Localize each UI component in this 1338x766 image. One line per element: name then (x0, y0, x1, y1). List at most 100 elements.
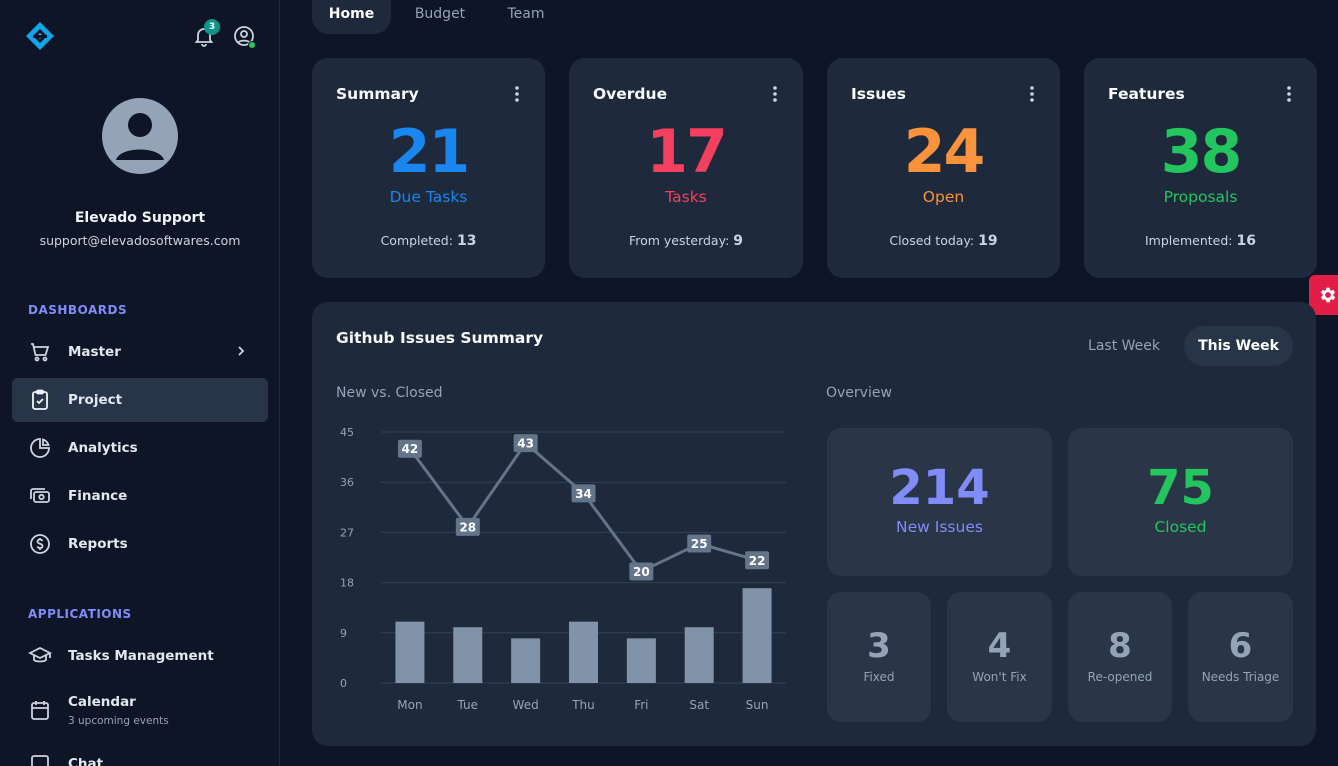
calendar-icon (31, 701, 49, 720)
chevron-right-icon (238, 346, 245, 356)
y-tick-label: 27 (340, 526, 354, 539)
card-footer-label: Implemented: (1145, 233, 1233, 248)
user-circle-icon[interactable] (232, 24, 256, 48)
bar (626, 638, 656, 683)
this-week-button[interactable]: This Week (1184, 326, 1293, 366)
x-tick-label: Fri (634, 698, 648, 712)
card-title: Features (1108, 85, 1185, 103)
data-label: 28 (459, 520, 476, 534)
section-title-dashboards: DASHBOARDS (28, 303, 128, 317)
more-vertical-icon[interactable] (1287, 86, 1291, 102)
data-label-box (687, 534, 712, 553)
overview-label: Fixed (863, 670, 895, 684)
card-label: Proposals (1163, 188, 1238, 206)
card-footer: Implemented: 16 (1084, 233, 1317, 249)
sidebar-item-analytics[interactable]: Analytics (12, 426, 268, 470)
card-footer-value: 19 (978, 233, 998, 249)
notification-badge: 3 (204, 19, 220, 35)
tab-home[interactable]: Home (312, 0, 391, 34)
overdue-card: Overdue 17 Tasks From yesterday: 9 (569, 58, 803, 278)
dollar-circle-icon (30, 534, 50, 554)
x-tick-label: Sun (746, 698, 769, 712)
sidebar-item-label: Chat (68, 756, 104, 766)
bar (569, 621, 598, 683)
user-name: Elevado Support (74, 210, 206, 226)
y-tick-label: 36 (340, 476, 354, 489)
data-label: 43 (517, 437, 534, 451)
chart-title: New vs. Closed (336, 385, 443, 401)
sidebar-item-finance[interactable]: Finance (12, 474, 268, 518)
data-label-box (629, 562, 654, 581)
x-tick-label: Mon (397, 698, 422, 712)
clipboard-check-icon (32, 389, 48, 410)
github-issues-panel: Github Issues Summary Last Week This Wee… (312, 302, 1316, 746)
bar (511, 638, 541, 683)
card-footer-value: 16 (1236, 233, 1256, 249)
sidebar-item-label: Calendar (68, 694, 136, 710)
overview-label: New Issues (896, 518, 983, 536)
sidebar-item-label: Finance (68, 488, 128, 504)
graduation-cap-icon (28, 646, 52, 663)
new-vs-closed-chart: 0 9 18 27 36 45 Mon Tue Wed Thu Fri Sat Sun 42 28 43 34 2… (340, 426, 786, 712)
overview-label: Re-opened (1087, 670, 1153, 684)
avatar[interactable] (102, 98, 178, 174)
settings-button[interactable] (1309, 275, 1338, 315)
y-tick-label: 45 (340, 426, 354, 439)
cash-icon (30, 488, 50, 503)
more-vertical-icon[interactable] (515, 86, 519, 102)
overview-wont-fix: 4 Won't Fix (947, 592, 1052, 722)
sidebar-item-calendar[interactable]: Calendar 3 upcoming events (12, 680, 268, 727)
sidebar-item-label: Reports (68, 536, 128, 552)
x-tick-label: Tue (457, 698, 479, 712)
overview-value: 4 (987, 626, 1012, 666)
overview-value: 8 (1108, 626, 1132, 666)
card-label: Due Tasks (389, 188, 468, 206)
card-label: Open (922, 188, 965, 206)
overview-fixed: 3 Fixed (827, 592, 931, 722)
gear-icon (1320, 287, 1336, 303)
card-value: 17 (646, 117, 728, 187)
tab-budget[interactable]: Budget (414, 6, 466, 22)
more-vertical-icon[interactable] (1030, 86, 1034, 102)
sidebar-item-project[interactable]: Project (12, 378, 268, 422)
card-footer-value: 9 (733, 233, 744, 249)
x-tick-label: Wed (513, 698, 539, 712)
sidebar-item-chat[interactable]: Chat (12, 740, 268, 766)
data-label-box (571, 484, 596, 503)
data-label: 20 (633, 565, 650, 579)
features-card: Features 38 Proposals Implemented: 16 (1084, 58, 1317, 278)
sidebar-item-tasks-management[interactable]: Tasks Management (12, 634, 268, 678)
card-footer-label: Completed: (380, 233, 453, 248)
card-value: 38 (1160, 117, 1243, 187)
data-label-box (513, 434, 538, 453)
more-vertical-icon[interactable] (773, 86, 777, 102)
sidebar-item-reports[interactable]: Reports (12, 522, 268, 566)
sidebar: 3 Elevado Support support@elevadosoftwar… (0, 0, 280, 766)
section-title-applications: APPLICATIONS (28, 607, 132, 621)
chat-icon (31, 755, 49, 766)
card-title: Issues (851, 85, 906, 103)
overview-needs-triage: 6 Needs Triage (1188, 592, 1293, 722)
bar (395, 621, 425, 683)
tab-team[interactable]: Team (507, 6, 545, 22)
overview-value: 6 (1228, 626, 1253, 666)
overview-label: Closed (1154, 518, 1207, 536)
overview-label: Needs Triage (1201, 670, 1280, 684)
data-label: 42 (402, 442, 419, 456)
user-avatar-icon (116, 113, 164, 160)
overview-closed: 75 Closed (1068, 428, 1293, 576)
card-value: 24 (903, 117, 986, 187)
bar (453, 627, 483, 683)
card-title: Summary (336, 85, 419, 103)
last-week-button[interactable]: Last Week (1088, 338, 1160, 354)
logo-icon[interactable] (24, 20, 56, 52)
sidebar-item-label: Tasks Management (68, 648, 214, 664)
overview-reopened: 8 Re-opened (1068, 592, 1172, 722)
bar (684, 627, 714, 683)
bar (742, 588, 772, 683)
card-footer-value: 13 (456, 233, 477, 249)
sidebar-item-master[interactable]: Master (12, 330, 268, 374)
data-label-box (455, 517, 480, 536)
y-tick-label: 0 (340, 677, 347, 690)
card-value: 21 (388, 117, 471, 187)
